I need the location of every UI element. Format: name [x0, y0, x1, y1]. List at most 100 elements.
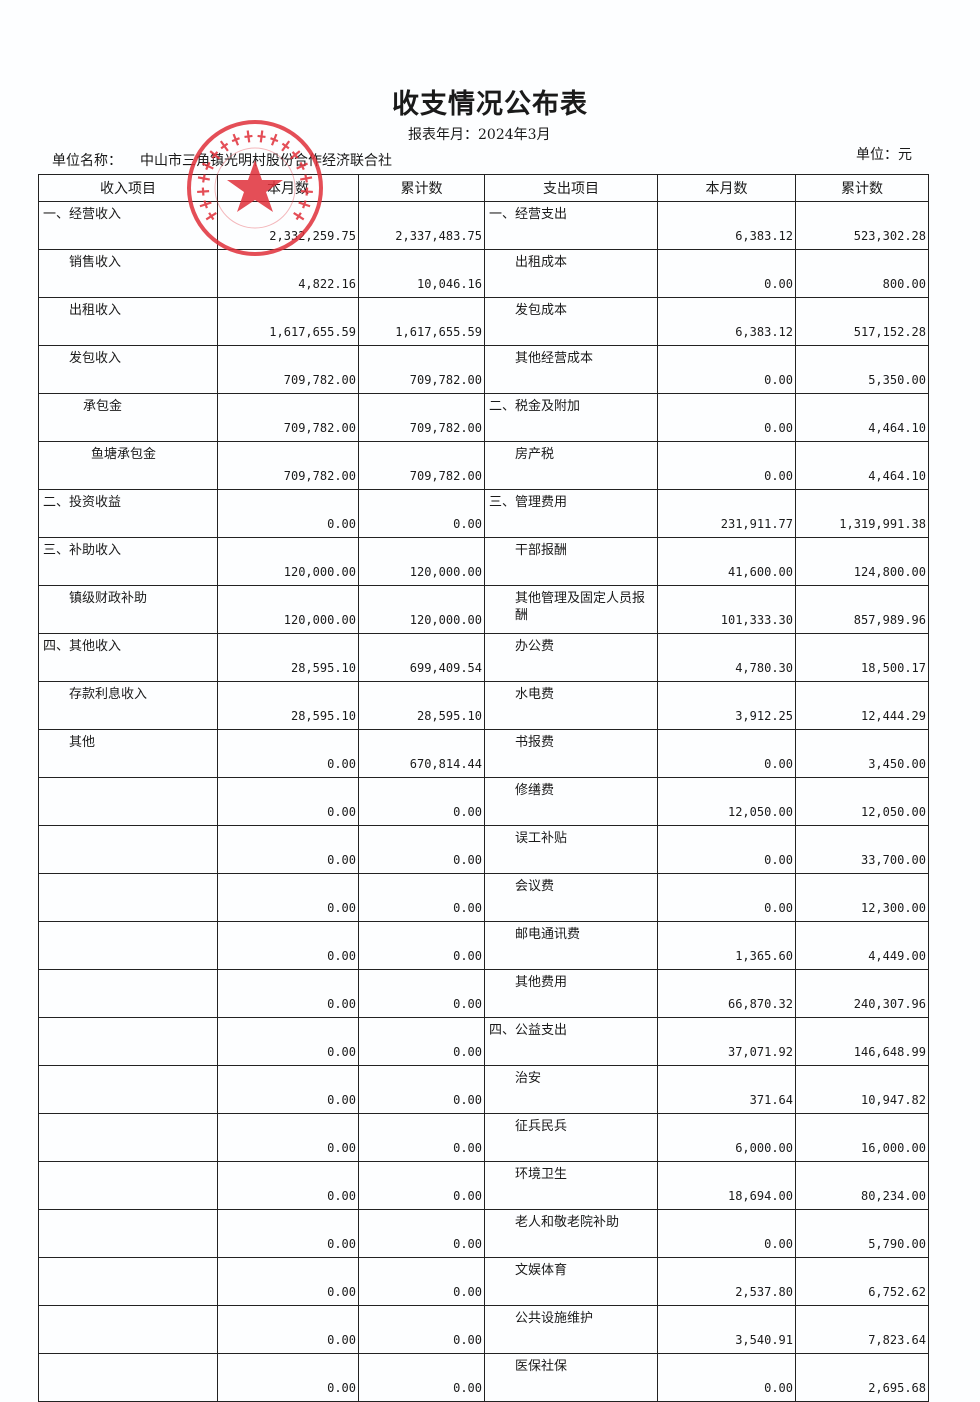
expense-item: 老人和敬老院补助 [484, 1209, 658, 1258]
expense-month-amount: 4,780.30 [657, 633, 796, 682]
income-cumulative-amount: 709,782.00 [358, 345, 485, 394]
expense-cumulative-amount: 2,695.68 [795, 1353, 929, 1402]
income-item: 鱼塘承包金 [38, 441, 218, 490]
seal-glyph [270, 133, 279, 146]
expense-month-amount: 18,694.00 [657, 1161, 796, 1210]
income-month-amount: 0.00 [217, 1017, 359, 1066]
income-item [38, 777, 218, 826]
income-cumulative-amount: 1,617,655.59 [358, 297, 485, 346]
expense-month-amount: 41,600.00 [657, 537, 796, 586]
table-row: 0.00 0.00 征兵民兵 6,000.00 16,000.00 [38, 1113, 929, 1162]
income-item [38, 1209, 218, 1258]
income-cumulative-amount: 120,000.00 [358, 585, 485, 634]
income-item: 承包金 [38, 393, 218, 442]
expense-cumulative-amount: 12,444.29 [795, 681, 929, 730]
income-cumulative-amount: 0.00 [358, 1209, 485, 1258]
expense-month-amount: 66,870.32 [657, 969, 796, 1018]
expense-item: 邮电通讯费 [484, 921, 658, 970]
income-item: 四、其他收入 [38, 633, 218, 682]
income-item [38, 1257, 218, 1306]
table-row: 其他 0.00 670,814.44 书报费 0.00 3,450.00 [38, 729, 929, 778]
expense-item: 其他经营成本 [484, 345, 658, 394]
income-item: 其他 [38, 729, 218, 778]
report-period: 报表年月：2024年3月 [408, 127, 551, 143]
income-cumulative-amount: 699,409.54 [358, 633, 485, 682]
income-month-amount: 709,782.00 [217, 441, 359, 490]
expense-month-amount: 0.00 [657, 441, 796, 490]
income-cumulative-amount: 0.00 [358, 489, 485, 538]
table-row: 鱼塘承包金 709,782.00 709,782.00 房产税 0.00 4,464.10 [38, 441, 929, 490]
table-row: 0.00 0.00 治安 371.64 10,947.82 [38, 1065, 929, 1114]
income-month-amount: 0.00 [217, 825, 359, 874]
table-row: 0.00 0.00 医保社保 0.00 2,695.68 [38, 1353, 929, 1402]
income-item [38, 921, 218, 970]
income-item: 二、投资收益 [38, 489, 218, 538]
expense-item: 三、管理费用 [484, 489, 658, 538]
income-item [38, 1065, 218, 1114]
expense-item: 书报费 [484, 729, 658, 778]
expense-cumulative-amount: 146,648.99 [795, 1017, 929, 1066]
table-row: 0.00 0.00 会议费 0.00 12,300.00 [38, 873, 929, 922]
income-month-amount: 0.00 [217, 921, 359, 970]
expense-month-amount: 6,000.00 [657, 1113, 796, 1162]
income-month-amount: 0.00 [217, 1353, 359, 1402]
unit-name: 中山市三角镇光明村股份合作经济联合社 [140, 153, 392, 169]
seal-glyph [244, 130, 253, 143]
income-item [38, 873, 218, 922]
expense-item: 一、经营支出 [484, 201, 658, 250]
expense-item: 误工补贴 [484, 825, 658, 874]
expense-cumulative-amount: 4,449.00 [795, 921, 929, 970]
income-month-amount: 0.00 [217, 729, 359, 778]
expense-month-amount: 0.00 [657, 345, 796, 394]
table-body: 一、经营收入 2,332,259.75 2,337,483.75 一、经营支出 6,38… [38, 201, 929, 1402]
income-cumulative-amount: 0.00 [358, 777, 485, 826]
expense-item: 会议费 [484, 873, 658, 922]
expense-month-amount: 37,071.92 [657, 1017, 796, 1066]
expense-cumulative-amount: 517,152.28 [795, 297, 929, 346]
income-month-amount: 1,617,655.59 [217, 297, 359, 346]
income-month-amount: 4,822.16 [217, 249, 359, 298]
expense-item: 治安 [484, 1065, 658, 1114]
income-cumulative-amount: 0.00 [358, 1257, 485, 1306]
income-month-amount: 709,782.00 [217, 393, 359, 442]
table-row: 0.00 0.00 文娱体育 2,537.80 6,752.62 [38, 1257, 929, 1306]
income-expense-table: 收入项目 本月数 累计数 支出项目 本月数 累计数 一、经营收入 2,332,25… [38, 174, 929, 1402]
table-row: 0.00 0.00 四、公益支出 37,071.92 146,648.99 [38, 1017, 929, 1066]
income-cumulative-amount: 709,782.00 [358, 441, 485, 490]
income-month-amount: 0.00 [217, 1161, 359, 1210]
page-title: 收支情况公布表 [392, 89, 588, 120]
expense-item: 其他管理及固定人员报酬 [484, 585, 658, 634]
expense-month-amount: 0.00 [657, 249, 796, 298]
header-income-month: 本月数 [217, 174, 359, 202]
income-month-amount: 120,000.00 [217, 537, 359, 586]
income-cumulative-amount: 0.00 [358, 969, 485, 1018]
expense-cumulative-amount: 4,464.10 [795, 393, 929, 442]
income-cumulative-amount: 0.00 [358, 1161, 485, 1210]
income-item [38, 1113, 218, 1162]
unit-name-label: 单位名称： [52, 153, 122, 169]
income-item [38, 1353, 218, 1402]
table-row: 0.00 0.00 修缮费 12,050.00 12,050.00 [38, 777, 929, 826]
expense-item: 发包成本 [484, 297, 658, 346]
expense-item: 文娱体育 [484, 1257, 658, 1306]
income-month-amount: 709,782.00 [217, 345, 359, 394]
expense-item: 房产税 [484, 441, 658, 490]
expense-month-amount: 231,911.77 [657, 489, 796, 538]
expense-cumulative-amount: 80,234.00 [795, 1161, 929, 1210]
expense-item: 干部报酬 [484, 537, 658, 586]
expense-cumulative-amount: 3,450.00 [795, 729, 929, 778]
expense-cumulative-amount: 1,319,991.38 [795, 489, 929, 538]
expense-item: 其他费用 [484, 969, 658, 1018]
expense-month-amount: 0.00 [657, 1209, 796, 1258]
income-item [38, 969, 218, 1018]
expense-month-amount: 3,540.91 [657, 1305, 796, 1354]
expense-item: 修缮费 [484, 777, 658, 826]
expense-month-amount: 2,537.80 [657, 1257, 796, 1306]
income-item: 出租收入 [38, 297, 218, 346]
expense-cumulative-amount: 12,300.00 [795, 873, 929, 922]
income-item: 发包收入 [38, 345, 218, 394]
expense-item: 四、公益支出 [484, 1017, 658, 1066]
income-month-amount: 0.00 [217, 1065, 359, 1114]
expense-item: 环境卫生 [484, 1161, 658, 1210]
income-item: 销售收入 [38, 249, 218, 298]
